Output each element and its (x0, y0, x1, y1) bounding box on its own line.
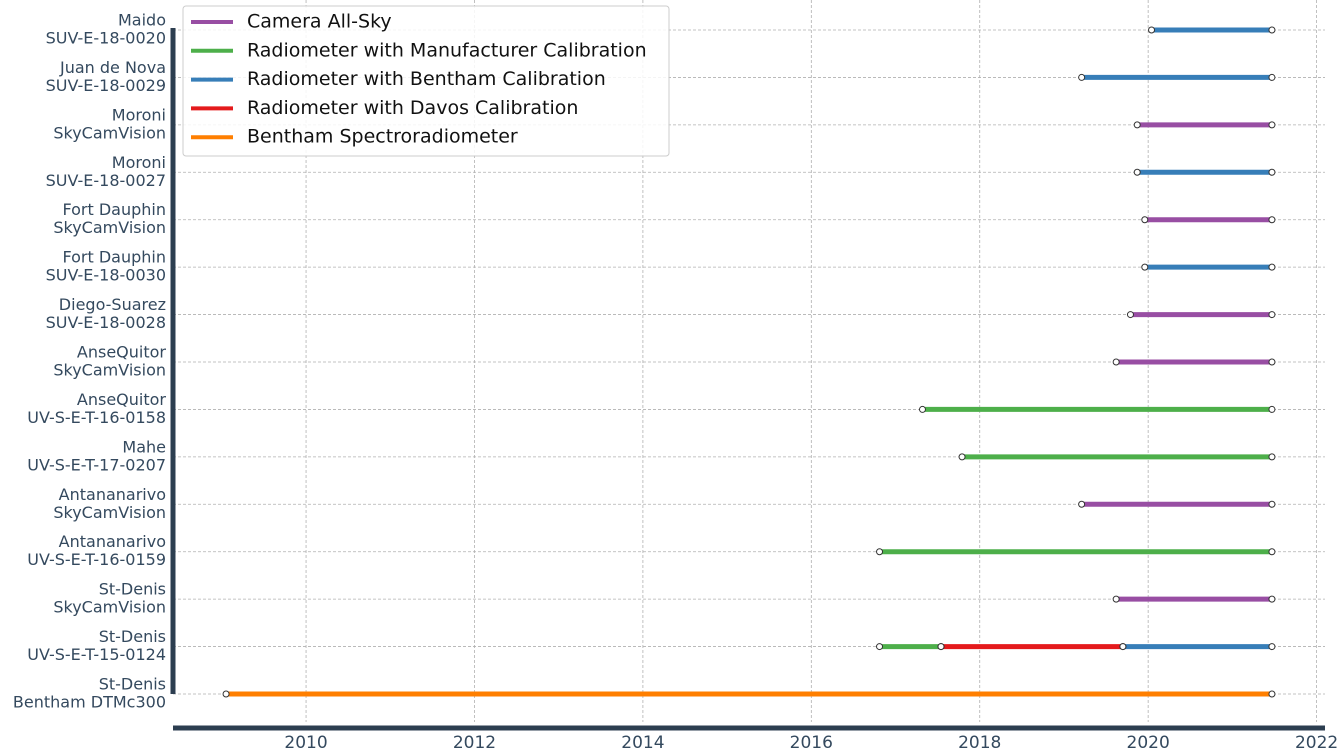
endpoint (1268, 548, 1276, 556)
endpoint (1268, 168, 1276, 176)
y-tick-label: AnseQuitor (77, 343, 167, 362)
legend-label: Radiometer with Davos Calibration (247, 97, 578, 119)
y-tick-label: Antananarivo (59, 532, 166, 551)
legend-label: Bentham Spectroradiometer (247, 126, 518, 148)
x-tick-label: 2020 (1127, 733, 1170, 752)
endpoint (1268, 453, 1276, 461)
endpoint (1119, 643, 1127, 651)
endpoint (1078, 73, 1086, 81)
y-tick-label: UV-S-E-T-15-0124 (27, 645, 166, 664)
endpoint (222, 690, 230, 698)
endpoint (1268, 263, 1276, 271)
endpoint (876, 643, 884, 651)
y-tick-label: Maido (118, 11, 166, 30)
y-tick-label: Moroni (112, 105, 166, 124)
endpoint (1141, 216, 1149, 224)
legend-label: Radiometer with Manufacturer Calibration (247, 39, 647, 61)
endpoint (1148, 26, 1156, 34)
x-tick-label: 2016 (790, 733, 833, 752)
endpoint (1141, 263, 1149, 271)
x-tick-label: 2018 (958, 733, 1001, 752)
y-tick-label: St-Denis (99, 580, 166, 599)
endpoint (958, 453, 966, 461)
endpoint (1268, 73, 1276, 81)
y-tick-label: Juan de Nova (59, 58, 166, 77)
legend-label: Camera All-Sky (247, 11, 392, 33)
endpoint (1126, 311, 1134, 319)
y-tick-label: SUV-E-18-0029 (46, 76, 166, 95)
y-tick-label: Diego-Suarez (59, 295, 166, 314)
y-tick-label: Fort Dauphin (62, 200, 166, 219)
y-tick-label: SkyCamVision (53, 123, 166, 142)
y-tick-label: Bentham DTMc300 (13, 693, 166, 712)
y-tick-label: SUV-E-18-0027 (46, 171, 166, 190)
endpoint (937, 643, 945, 651)
endpoint (876, 548, 884, 556)
y-tick-label: Fort Dauphin (62, 248, 166, 267)
x-tick-label: 2010 (284, 733, 327, 752)
y-tick-label: SkyCamVision (53, 218, 166, 237)
y-tick-label: SkyCamVision (53, 503, 166, 522)
y-tick-label: UV-S-E-T-17-0207 (27, 455, 166, 474)
endpoint (1268, 643, 1276, 651)
legend-box (182, 5, 670, 157)
endpoint (918, 405, 926, 413)
endpoint (1112, 595, 1120, 603)
endpoint (1268, 595, 1276, 603)
endpoint (1078, 500, 1086, 508)
x-tick-label: 2022 (1295, 733, 1338, 752)
y-tick-label: UV-S-E-T-16-0158 (27, 408, 166, 427)
y-tick-label: SkyCamVision (53, 361, 166, 380)
y-tick-label: Mahe (122, 437, 166, 456)
endpoint (1268, 500, 1276, 508)
endpoint (1268, 690, 1276, 698)
endpoint (1268, 358, 1276, 366)
endpoint (1268, 26, 1276, 34)
y-tick-label: SUV-E-18-0020 (46, 29, 166, 48)
endpoint (1133, 168, 1141, 176)
x-tick-label: 2014 (621, 733, 664, 752)
y-tick-label: St-Denis (99, 675, 166, 694)
endpoint (1112, 358, 1120, 366)
endpoint (1268, 405, 1276, 413)
endpoint (1268, 311, 1276, 319)
x-tick-label: 2012 (453, 733, 496, 752)
legend-label: Radiometer with Bentham Calibration (247, 68, 606, 90)
y-tick-label: SkyCamVision (53, 598, 166, 617)
y-tick-label: SUV-E-18-0030 (46, 266, 166, 285)
endpoint (1133, 121, 1141, 129)
y-tick-label: SUV-E-18-0028 (46, 313, 166, 332)
y-tick-label: Moroni (112, 153, 166, 172)
y-tick-label: AnseQuitor (77, 390, 167, 409)
y-tick-label: UV-S-E-T-16-0159 (27, 550, 166, 569)
endpoint (1268, 121, 1276, 129)
y-tick-label: Antananarivo (59, 485, 166, 504)
y-tick-label: St-Denis (99, 627, 166, 646)
endpoint (1268, 216, 1276, 224)
